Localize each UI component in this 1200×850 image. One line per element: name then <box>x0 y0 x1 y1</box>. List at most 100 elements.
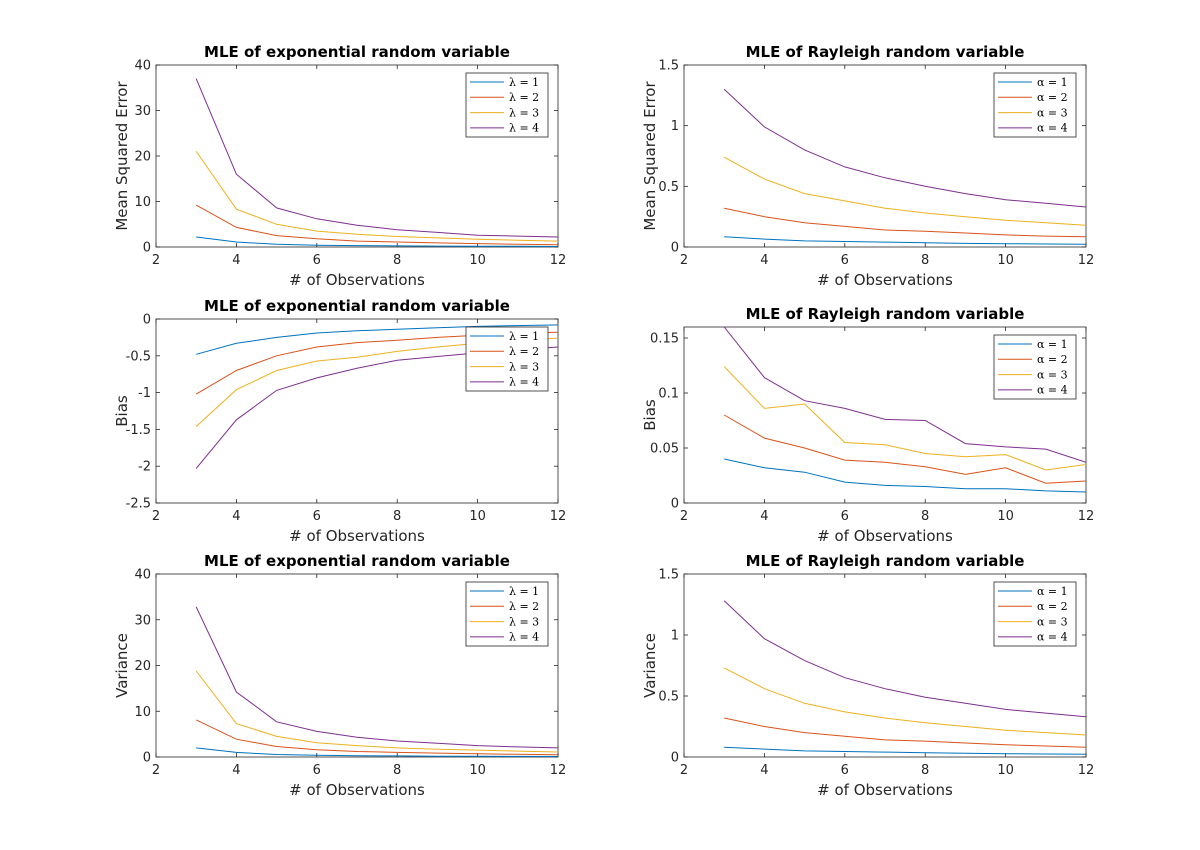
series-line-1 <box>724 236 1086 245</box>
legend: λ = 1 λ = 2 λ = 3 λ = 4 <box>465 326 549 392</box>
x-tick-label: 12 <box>550 763 567 778</box>
x-tick-label: 4 <box>232 253 240 268</box>
series-line-4 <box>195 78 558 238</box>
x-tick-label: 6 <box>313 253 321 268</box>
series-line-4 <box>195 606 558 749</box>
chart-title: MLE of Rayleigh random variable <box>746 552 1025 570</box>
legend-label-2: λ = 2 <box>509 91 539 104</box>
y-tick-label: 30 <box>134 104 151 119</box>
legend-label-3: λ = 3 <box>509 106 539 119</box>
x-tick-label: 6 <box>841 763 849 778</box>
legend: α = 1 α = 2 α = 3 α = 4 <box>993 72 1077 138</box>
legend-label-1: λ = 1 <box>509 585 539 598</box>
x-tick-label: 12 <box>1078 509 1095 524</box>
legend: α = 1 α = 2 α = 3 α = 4 <box>993 581 1077 647</box>
legend-label-3: α = 3 <box>1037 106 1068 119</box>
y-tick-label: 10 <box>134 705 151 720</box>
y-tick-label: -2 <box>138 460 151 475</box>
legend-label-1: λ = 1 <box>509 330 539 343</box>
legend-label-1: α = 1 <box>1037 585 1068 598</box>
y-tick-label: 20 <box>134 659 151 674</box>
y-tick-label: 10 <box>134 195 151 210</box>
x-tick-label: 8 <box>393 763 401 778</box>
x-tick-label: 2 <box>680 253 688 268</box>
y-tick-label: 20 <box>134 150 151 165</box>
x-tick-label: 4 <box>760 763 768 778</box>
x-tick-label: 2 <box>152 763 160 778</box>
x-tick-label: 6 <box>841 253 849 268</box>
legend-label-3: α = 3 <box>1037 615 1068 628</box>
series-line-2 <box>195 204 558 246</box>
legend: λ = 1 λ = 2 λ = 3 λ = 4 <box>465 72 549 138</box>
legend-label-3: λ = 3 <box>509 360 539 373</box>
x-tick-label: 8 <box>921 253 929 268</box>
legend-label-4: α = 4 <box>1037 631 1068 644</box>
x-axis-label: # of Observations <box>289 781 425 799</box>
x-tick-label: 12 <box>1078 763 1095 778</box>
x-tick-label: 8 <box>921 763 929 778</box>
legend-label-3: α = 3 <box>1037 368 1068 381</box>
y-tick-label: -1.5 <box>126 423 151 438</box>
x-tick-label: 8 <box>393 253 401 268</box>
legend-label-2: λ = 2 <box>509 600 539 613</box>
series-line-1 <box>196 324 558 355</box>
y-axis-label: Variance <box>113 633 131 698</box>
series-line-3 <box>723 667 1086 736</box>
y-tick-label: 1 <box>671 629 679 644</box>
legend-box <box>993 72 1077 138</box>
series-group <box>723 600 1086 755</box>
y-axis-label: Bias <box>641 399 659 431</box>
x-tick-label: 2 <box>680 509 688 524</box>
legend-label-1: α = 1 <box>1037 338 1068 351</box>
x-tick-label: 12 <box>550 509 567 524</box>
y-tick-label: -0.5 <box>126 349 151 364</box>
x-tick-label: 2 <box>152 509 160 524</box>
x-tick-label: 10 <box>997 253 1014 268</box>
y-tick-label: 0.5 <box>658 180 679 195</box>
subplot-4: 2 4 6 8 10 12 0 0.05 0.1 0.15 MLE of Rayleigh rand… <box>641 305 1094 545</box>
legend-box <box>465 581 549 647</box>
x-tick-label: 10 <box>997 763 1014 778</box>
x-tick-label: 6 <box>841 509 849 524</box>
legend-label-4: λ = 4 <box>509 376 539 389</box>
y-tick-label: 0.15 <box>650 332 679 347</box>
legend-box <box>993 334 1077 400</box>
legend: α = 1 α = 2 α = 3 α = 4 <box>993 334 1077 400</box>
series-line-4 <box>723 327 1086 463</box>
series-line-4 <box>723 600 1086 718</box>
legend-label-4: α = 4 <box>1037 384 1068 397</box>
subplot-1: 2 4 6 8 10 12 0 10 20 30 40 MLE of exponential rand… <box>113 43 566 289</box>
chart-title: MLE of Rayleigh random variable <box>746 43 1025 61</box>
legend: λ = 1 λ = 2 λ = 3 λ = 4 <box>465 581 549 647</box>
y-tick-label: 0.5 <box>658 690 679 705</box>
x-tick-label: 8 <box>921 509 929 524</box>
series-group <box>723 327 1086 493</box>
series-group <box>723 88 1086 245</box>
y-axis-label: Bias <box>113 395 131 427</box>
legend-label-1: α = 1 <box>1037 76 1068 89</box>
series-line-1 <box>724 458 1086 493</box>
x-tick-label: 12 <box>550 253 567 268</box>
chart-title: MLE of exponential random variable <box>204 552 510 570</box>
x-axis-label: # of Observations <box>817 271 953 289</box>
x-tick-label: 6 <box>313 763 321 778</box>
legend-label-2: α = 2 <box>1037 353 1068 366</box>
legend-label-2: α = 2 <box>1037 91 1068 104</box>
series-line-1 <box>196 747 558 757</box>
x-tick-label: 12 <box>1078 253 1095 268</box>
series-line-3 <box>723 366 1086 471</box>
y-tick-label: -2.5 <box>126 497 151 512</box>
chart-title: MLE of exponential random variable <box>204 43 510 61</box>
x-axis-label: # of Observations <box>289 527 425 545</box>
y-tick-label: 1.5 <box>658 568 679 583</box>
x-tick-label: 4 <box>760 509 768 524</box>
series-line-3 <box>195 151 558 242</box>
legend-label-3: λ = 3 <box>509 615 539 628</box>
legend-label-4: λ = 4 <box>509 122 539 135</box>
x-tick-label: 4 <box>232 509 240 524</box>
x-tick-label: 4 <box>232 763 240 778</box>
series-group <box>195 606 558 757</box>
chart-title: MLE of exponential random variable <box>204 297 510 315</box>
x-tick-label: 8 <box>393 509 401 524</box>
